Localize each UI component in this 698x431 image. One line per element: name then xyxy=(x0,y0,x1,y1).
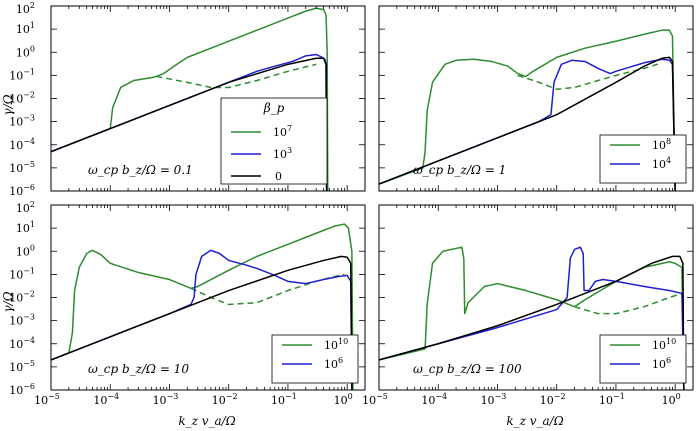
series-line-green-dashed xyxy=(190,273,345,306)
panel-annotation: ω_cp b_z/Ω = 100 xyxy=(413,362,522,376)
legend: 1010 106 xyxy=(599,334,687,384)
y-tick-label: 10−2 xyxy=(9,290,35,305)
series-line-green-dashed xyxy=(574,292,683,315)
legend-frame xyxy=(271,334,359,384)
y-tick-label: 10−1 xyxy=(9,266,35,281)
y-tick-label: 100 xyxy=(16,243,35,258)
series-line-black xyxy=(379,255,685,390)
x-tick-label: 100 xyxy=(334,392,353,407)
series-line-black xyxy=(51,57,328,191)
series-line-blue xyxy=(379,246,685,390)
series-line-blue xyxy=(51,249,353,390)
legend-title: β_p xyxy=(263,101,285,115)
legend-label: 107 xyxy=(273,124,292,139)
y-tick-label: 10−4 xyxy=(9,336,35,351)
panel-4: 10−5 10−4 10−3 10−2 10−1 100 ω_cp b_z/Ω = 100 1… xyxy=(362,204,694,407)
panel-1: 102 101 100 10−1 10−2 10−3 10−4 10−5 10−6 ω_cp b_… xyxy=(9,1,366,198)
legend-label: 1010 xyxy=(324,337,348,352)
legend: β_p 107 103 0 xyxy=(220,97,328,185)
x-tick-label: 10−5 xyxy=(362,392,388,407)
y-tick-label: 10−2 xyxy=(9,91,35,106)
x-tick-label: 10−2 xyxy=(540,392,566,407)
x-tick-label: 10−1 xyxy=(599,392,625,407)
x-tick-label: 10−3 xyxy=(481,392,507,407)
panel-annotation: ω_cp b_z/Ω = 10 xyxy=(88,362,189,376)
series-line-black xyxy=(379,56,676,191)
y-tick-label: 101 xyxy=(16,21,35,36)
legend-frame xyxy=(599,334,687,384)
legend-label: 1010 xyxy=(652,337,676,352)
series-line-green-dashed xyxy=(156,63,317,89)
y-tick-label: 10−3 xyxy=(9,313,35,328)
panel-annotation: ω_cp b_z/Ω = 0.1 xyxy=(88,163,193,177)
series-line-green-dashed xyxy=(517,62,663,91)
x-tick-label: 10−4 xyxy=(421,392,447,407)
legend-label: 104 xyxy=(652,156,671,171)
legend-label: 108 xyxy=(652,137,671,152)
series-line-green xyxy=(51,7,329,191)
series-line-black xyxy=(51,255,353,390)
x-tick-label: 10−4 xyxy=(93,392,119,407)
series-line-green xyxy=(379,246,685,390)
y-axis-label-bottom: γ/Ω xyxy=(1,291,15,312)
legend-frame xyxy=(599,134,687,184)
x-axis-label-left: k_z v_a/Ω xyxy=(178,414,235,428)
legend: 1010 106 xyxy=(271,334,359,384)
panel-annotation: ω_cp b_z/Ω = 1 xyxy=(413,163,506,177)
x-axis-label-right: k_z v_a/Ω xyxy=(506,414,563,428)
plot-area xyxy=(51,223,354,390)
y-tick-label: 102 xyxy=(16,200,35,215)
series-line-green xyxy=(51,223,354,390)
plot-area xyxy=(51,7,329,191)
x-tick-label: 10−2 xyxy=(212,392,238,407)
plot-area xyxy=(379,246,685,390)
x-tick-label: 10−3 xyxy=(153,392,179,407)
y-tick-label: 10−3 xyxy=(9,114,35,129)
y-tick-label: 10−1 xyxy=(9,67,35,82)
y-tick-label: 10−5 xyxy=(9,160,35,175)
x-tick-label: 100 xyxy=(662,392,681,407)
y-tick-label: 10−5 xyxy=(9,359,35,374)
y-tick-label: 102 xyxy=(16,1,35,16)
legend-label: 106 xyxy=(652,356,671,371)
y-tick-label: 10−6 xyxy=(9,183,35,198)
legend-frame xyxy=(220,97,328,185)
y-tick-label: 100 xyxy=(16,44,35,59)
y-tick-label: 101 xyxy=(16,220,35,235)
plot-area xyxy=(379,29,676,191)
legend-label: 103 xyxy=(273,146,292,161)
x-tick-label: 10−5 xyxy=(34,392,60,407)
x-tick-label: 10−1 xyxy=(271,392,297,407)
legend-label: 0 xyxy=(275,170,282,183)
series-line-green xyxy=(379,29,676,191)
y-tick-label: 10−6 xyxy=(9,382,35,397)
y-tick-label: 10−4 xyxy=(9,137,35,152)
y-axis-label-top: γ/Ω xyxy=(1,94,15,115)
legend-label: 106 xyxy=(324,356,343,371)
